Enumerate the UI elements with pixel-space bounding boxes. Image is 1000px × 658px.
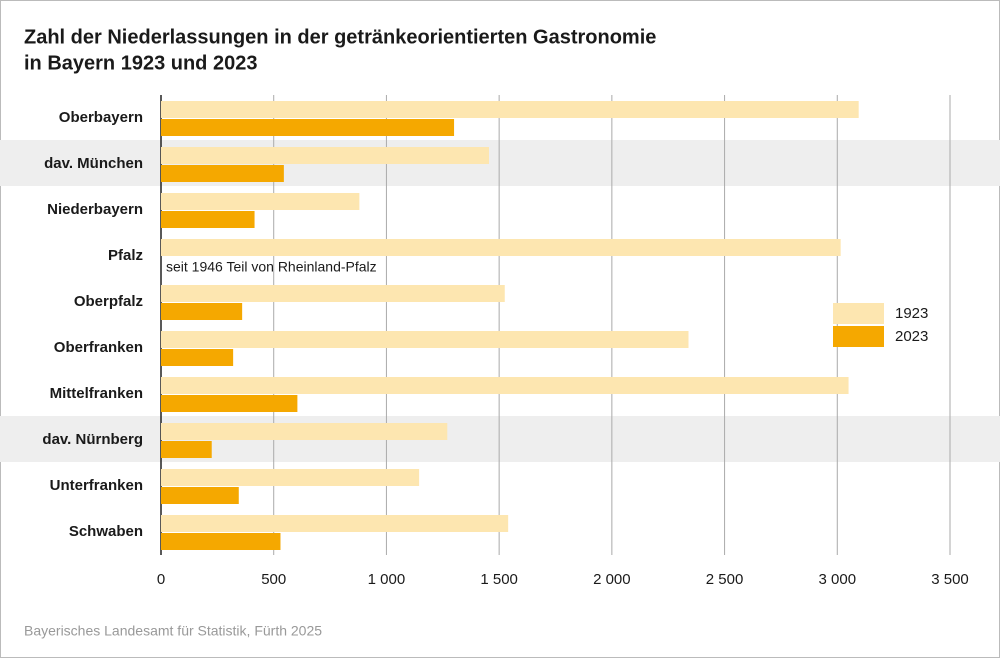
y-tick-label: Oberbayern [59,109,143,126]
bar [161,193,360,210]
x-tick-label: 0 [157,571,165,588]
legend-swatch [833,303,884,324]
x-tick-label: 2 000 [593,571,631,588]
y-tick-label: Schwaben [69,523,143,540]
row-highlight [0,416,1000,462]
bar [161,469,420,486]
bar [161,331,689,348]
bar [161,395,298,412]
bar [161,533,281,550]
x-tick-label: 500 [261,571,286,588]
y-tick-label: dav. Nürnberg [42,431,143,448]
bar [161,441,212,458]
y-tick-label: dav. München [44,155,143,172]
legend-swatch [833,326,884,347]
annotation: seit 1946 Teil von Rheinland-Pfalz [166,259,377,275]
y-tick-label: Unterfranken [50,477,143,494]
x-tick-label: 2 500 [706,571,744,588]
bar [161,303,243,320]
bar [161,119,455,136]
bar [161,211,255,228]
x-tick-label: 3 000 [819,571,857,588]
bar [161,377,849,394]
bar [161,515,509,532]
legend-label: 2023 [895,328,928,345]
row-highlight [0,140,1000,186]
x-tick-label: 1 000 [368,571,406,588]
bar [161,423,448,440]
y-tick-label: Pfalz [108,247,143,264]
bar [161,239,841,256]
y-tick-label: Oberpfalz [74,293,143,310]
y-tick-label: Niederbayern [47,201,143,218]
bar [161,349,234,366]
y-tick-label: Oberfranken [54,339,143,356]
x-tick-label: 1 500 [480,571,518,588]
source: Bayerisches Landesamt für Statistik, Für… [24,623,322,639]
y-tick-label: Mittelfranken [50,385,143,402]
bar [161,487,239,504]
chart-title: Zahl der Niederlassungen in der getränke… [24,26,656,48]
bar [161,101,859,118]
legend-label: 1923 [895,305,928,322]
bar [161,165,284,182]
bar [161,147,489,164]
bar [161,285,505,302]
chart-title: in Bayern 1923 und 2023 [24,52,257,74]
x-tick-label: 3 500 [931,571,969,588]
